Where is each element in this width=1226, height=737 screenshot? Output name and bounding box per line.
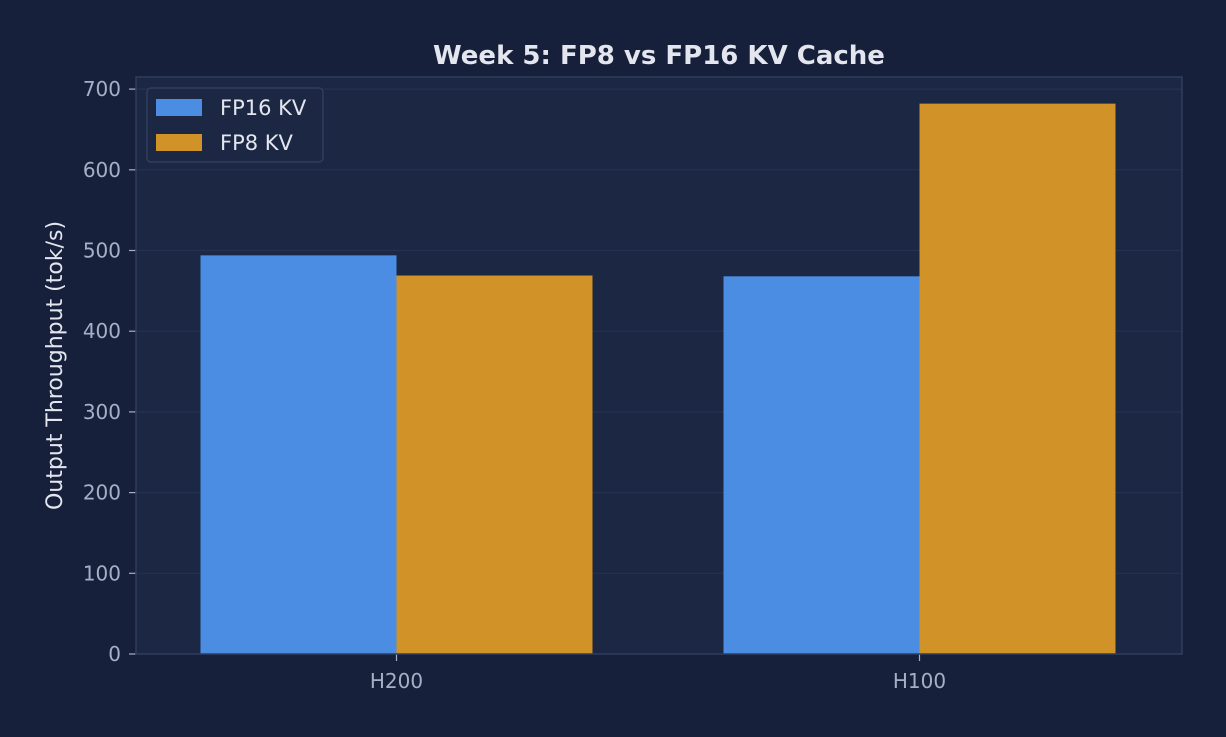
legend: FP16 KV FP8 KV — [146, 87, 324, 163]
bar-fp8-kv-h200 — [396, 275, 593, 654]
y-tick-label: 600 — [83, 158, 121, 182]
legend-label: FP16 KV — [220, 96, 307, 120]
bar-fp8-kv-h100 — [919, 103, 1116, 655]
chart-title: Week 5: FP8 vs FP16 KV Cache — [433, 41, 885, 71]
y-tick-label: 200 — [83, 481, 121, 505]
y-tick-label: 0 — [108, 642, 121, 666]
x-axis: H200 H100 — [370, 654, 946, 693]
y-axis-label: Output Throughput (tok/s) — [43, 221, 68, 510]
y-tick-label: 100 — [83, 561, 121, 585]
legend-swatch — [156, 134, 202, 151]
y-tick-label: 300 — [83, 400, 121, 424]
legend-label: FP8 KV — [220, 131, 294, 155]
legend-swatch — [156, 99, 202, 116]
y-tick-label: 400 — [83, 319, 121, 343]
x-tick-label: H100 — [893, 669, 946, 693]
bar-fp16-kv-h200 — [200, 255, 397, 654]
bars — [200, 103, 1116, 655]
y-tick-label: 500 — [83, 239, 121, 263]
y-tick-label: 700 — [83, 77, 121, 101]
y-axis: 0 100 200 300 400 500 600 700 — [83, 77, 136, 666]
x-tick-label: H200 — [370, 669, 423, 693]
bar-fp16-kv-h100 — [723, 276, 920, 654]
plot-border — [135, 76, 1183, 655]
